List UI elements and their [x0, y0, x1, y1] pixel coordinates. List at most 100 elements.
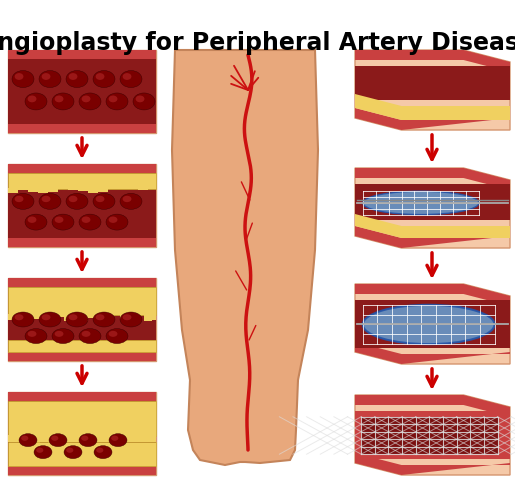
Bar — [8, 466, 156, 475]
Bar — [72, 437, 80, 442]
Polygon shape — [355, 168, 510, 248]
Ellipse shape — [52, 329, 74, 343]
Ellipse shape — [96, 196, 105, 202]
Bar — [16, 435, 24, 439]
Bar — [8, 173, 156, 238]
Bar — [8, 392, 156, 475]
Bar — [136, 314, 144, 315]
Bar — [8, 59, 156, 124]
Bar — [56, 314, 64, 317]
Ellipse shape — [64, 445, 82, 459]
Bar — [24, 438, 32, 442]
Bar — [88, 438, 96, 442]
Ellipse shape — [93, 312, 115, 327]
Ellipse shape — [96, 447, 104, 453]
Ellipse shape — [25, 93, 47, 110]
Ellipse shape — [106, 214, 128, 230]
Ellipse shape — [106, 93, 128, 110]
Ellipse shape — [55, 96, 63, 102]
Bar — [128, 314, 136, 317]
Ellipse shape — [39, 194, 61, 209]
Bar — [24, 314, 32, 316]
Ellipse shape — [42, 314, 50, 320]
Bar — [8, 164, 156, 247]
Bar — [8, 401, 156, 436]
Bar — [104, 314, 112, 317]
Ellipse shape — [66, 71, 88, 88]
Ellipse shape — [28, 96, 37, 102]
Bar — [144, 435, 152, 440]
Ellipse shape — [66, 312, 88, 327]
Bar — [152, 435, 156, 441]
Bar — [8, 442, 156, 466]
Bar — [144, 436, 152, 442]
Ellipse shape — [49, 434, 67, 447]
Polygon shape — [355, 50, 510, 130]
Bar — [118, 188, 128, 189]
Ellipse shape — [51, 436, 58, 441]
Bar — [8, 435, 16, 438]
Bar — [96, 438, 104, 442]
Bar — [72, 435, 80, 442]
Bar — [40, 439, 48, 442]
Bar — [152, 440, 156, 442]
Ellipse shape — [96, 314, 105, 320]
Ellipse shape — [82, 217, 91, 223]
Ellipse shape — [109, 96, 117, 102]
Bar — [68, 188, 78, 190]
Bar — [80, 440, 88, 442]
Bar — [104, 439, 112, 442]
Polygon shape — [355, 395, 510, 417]
Bar — [355, 66, 510, 100]
Bar — [88, 188, 98, 193]
Bar — [8, 340, 156, 352]
Bar — [98, 188, 108, 192]
Polygon shape — [172, 50, 318, 465]
Ellipse shape — [12, 71, 34, 88]
Bar — [8, 287, 156, 352]
Ellipse shape — [39, 71, 61, 88]
Bar — [355, 184, 510, 220]
Bar — [120, 438, 128, 442]
Bar — [80, 435, 88, 444]
Bar — [16, 314, 24, 321]
Bar — [120, 314, 128, 320]
Bar — [18, 188, 28, 190]
Bar — [80, 314, 88, 321]
Bar — [40, 314, 48, 319]
Bar — [128, 438, 136, 442]
Ellipse shape — [123, 314, 131, 320]
Ellipse shape — [42, 196, 50, 202]
Ellipse shape — [93, 194, 115, 209]
Bar — [88, 314, 96, 318]
Bar — [112, 440, 120, 442]
Ellipse shape — [14, 73, 24, 80]
Bar — [8, 278, 156, 287]
Bar — [8, 173, 156, 189]
Ellipse shape — [123, 73, 131, 80]
Polygon shape — [355, 226, 510, 248]
Ellipse shape — [135, 96, 144, 102]
Text: Angioplasty for Peripheral Artery Disease: Angioplasty for Peripheral Artery Diseas… — [0, 31, 515, 55]
Ellipse shape — [52, 214, 74, 230]
Ellipse shape — [25, 214, 47, 230]
Ellipse shape — [12, 312, 34, 327]
Ellipse shape — [79, 434, 97, 447]
Ellipse shape — [42, 73, 50, 80]
Ellipse shape — [363, 305, 494, 344]
Bar — [108, 188, 118, 189]
Bar — [28, 188, 38, 192]
Bar — [8, 438, 16, 442]
Ellipse shape — [94, 445, 112, 459]
Ellipse shape — [120, 312, 142, 327]
Ellipse shape — [12, 194, 34, 209]
Polygon shape — [355, 284, 510, 364]
Ellipse shape — [106, 329, 128, 343]
Bar — [136, 437, 144, 442]
Ellipse shape — [93, 71, 115, 88]
Ellipse shape — [28, 331, 37, 337]
Bar — [8, 314, 16, 320]
Bar — [8, 50, 156, 133]
Bar — [32, 437, 40, 442]
Bar — [96, 435, 104, 441]
